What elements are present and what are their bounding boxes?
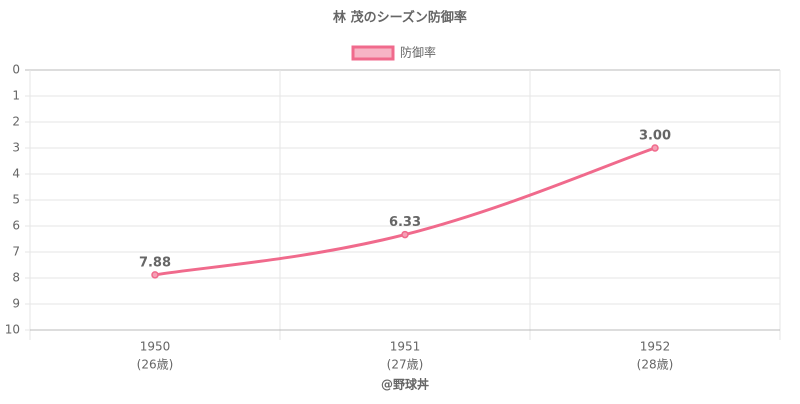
- y-tick-label: 2: [12, 115, 20, 129]
- y-tick-label: 8: [12, 271, 20, 285]
- x-sublabel: (26歳): [137, 358, 174, 372]
- chart-title: 林 茂のシーズン防御率: [333, 10, 467, 26]
- point: [151, 271, 159, 279]
- y-tick-label: 9: [12, 297, 20, 311]
- x-tick-label: 1950: [140, 340, 171, 354]
- legend-label: 防御率: [400, 45, 436, 60]
- y-tick-label: 5: [12, 193, 20, 207]
- y-tick-label: 6: [12, 219, 20, 233]
- point: [651, 144, 659, 152]
- data-label: 6.33: [389, 215, 421, 230]
- line: [154, 146, 656, 277]
- data-label: 7.88: [139, 255, 171, 270]
- y-tick-label: 7: [12, 245, 20, 259]
- x-sublabel: (27歳): [387, 358, 424, 372]
- x-sublabel: (28歳): [637, 358, 674, 372]
- legend-swatch: [351, 45, 395, 61]
- y-tick-label: 1: [12, 89, 20, 103]
- x-tick-label: 1951: [390, 340, 421, 354]
- credit: @野球丼: [381, 377, 429, 392]
- x-tick-label: 1952: [640, 340, 671, 354]
- point: [401, 230, 409, 239]
- y-tick-label: 4: [12, 167, 20, 181]
- y-tick-label: 0: [12, 63, 20, 77]
- y-tick-label: 3: [12, 141, 20, 155]
- y-tick-label: 10: [5, 323, 20, 337]
- data-label: 3.00: [639, 129, 671, 144]
